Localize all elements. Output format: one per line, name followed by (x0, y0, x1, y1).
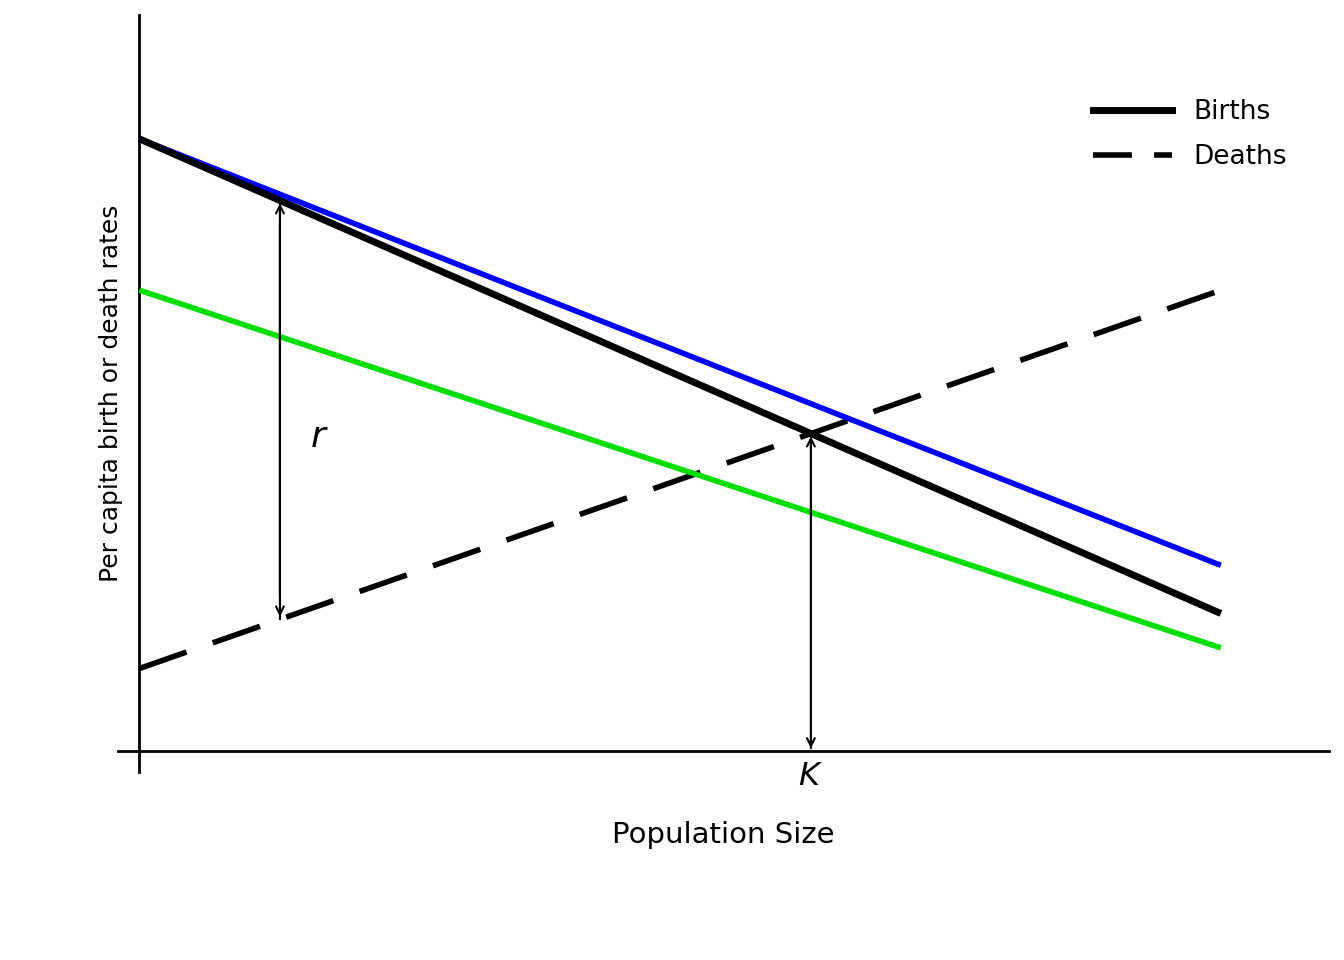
Y-axis label: Per capita birth or death rates: Per capita birth or death rates (98, 204, 122, 582)
Text: $r$: $r$ (310, 420, 329, 454)
X-axis label: Population Size: Population Size (612, 821, 835, 849)
Text: $K$: $K$ (798, 761, 824, 792)
Legend: Births, Deaths: Births, Deaths (1083, 88, 1298, 180)
